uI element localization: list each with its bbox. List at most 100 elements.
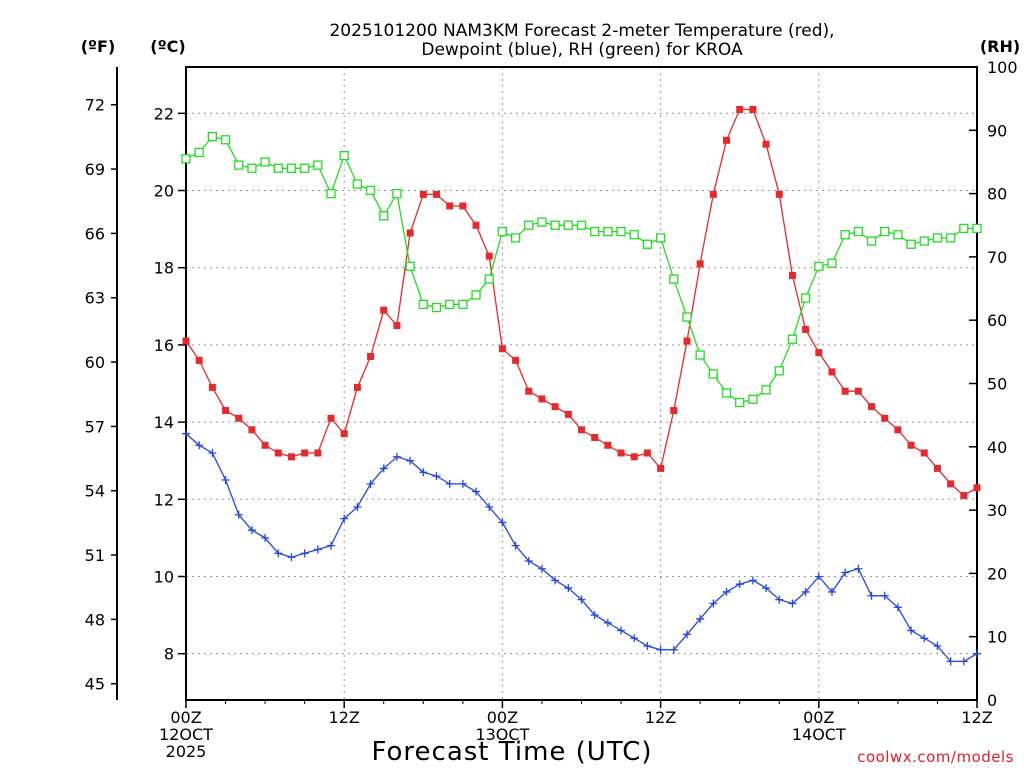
- data-point: [511, 541, 520, 550]
- data-point: [248, 426, 256, 434]
- data-point: [313, 545, 322, 554]
- celsius-tick-label: 20: [154, 182, 174, 201]
- data-point: [577, 595, 586, 604]
- data-point: [182, 337, 190, 345]
- data-point: [380, 306, 388, 314]
- data-point: [655, 233, 666, 243]
- x-axis-title: Forecast Time (UTC): [371, 737, 652, 767]
- data-point: [551, 576, 560, 585]
- time-tick-label: 00Z: [487, 708, 518, 727]
- data-point: [708, 369, 718, 379]
- data-point: [827, 587, 836, 596]
- data-point: [630, 634, 639, 643]
- fahrenheit-tick-label: 48: [85, 610, 105, 629]
- data-point: [736, 105, 744, 113]
- data-point: [366, 479, 375, 488]
- data-point: [788, 599, 797, 608]
- data-point: [683, 337, 691, 345]
- data-point: [657, 464, 665, 472]
- data-point: [920, 449, 928, 457]
- fahrenheit-tick-label: 72: [85, 96, 105, 115]
- data-point: [431, 302, 442, 313]
- data-point: [880, 591, 889, 600]
- rh-tick-label: 0: [987, 691, 997, 710]
- data-point: [208, 448, 217, 457]
- data-point: [590, 611, 599, 620]
- rh-tick-label: 20: [987, 564, 1007, 583]
- data-point: [313, 160, 323, 170]
- data-point: [339, 150, 349, 161]
- data-point: [617, 449, 625, 457]
- data-point: [603, 226, 613, 237]
- data-point: [182, 429, 190, 438]
- fahrenheit-tick-label: 60: [85, 353, 105, 372]
- data-point: [498, 518, 507, 527]
- data-point: [867, 591, 876, 600]
- data-point: [563, 220, 573, 230]
- data-point: [748, 576, 757, 585]
- celsius-tick-label: 8: [164, 645, 174, 664]
- rh-tick-label: 10: [987, 628, 1007, 647]
- time-tick-label: 12Z: [645, 708, 676, 727]
- data-point: [261, 441, 269, 449]
- data-series: [181, 105, 982, 666]
- title-line-2: Dewpoint (blue), RH (green) for KROA: [421, 40, 743, 60]
- data-point: [880, 226, 890, 237]
- rh-tick-label: 50: [987, 375, 1007, 394]
- data-point: [498, 345, 506, 353]
- plot-frame: [185, 66, 978, 701]
- data-point: [748, 394, 758, 404]
- data-point: [352, 179, 363, 189]
- data-point: [801, 587, 810, 596]
- data-point: [485, 252, 493, 260]
- rh-tick-label: 40: [987, 438, 1007, 457]
- data-point: [735, 580, 744, 589]
- time-tick-label: 2025: [166, 742, 207, 761]
- data-point: [326, 188, 336, 199]
- data-point: [696, 260, 704, 268]
- data-point: [723, 136, 731, 144]
- time-tick-label: 00Z: [170, 708, 201, 727]
- rh-tick-label: 60: [987, 311, 1007, 330]
- celsius-axis-ticks: 8 10 12 14 16 18 20 22: [154, 104, 186, 664]
- data-point: [709, 599, 718, 608]
- data-point: [194, 147, 204, 158]
- data-point: [960, 491, 968, 499]
- fahrenheit-tick-label: 63: [85, 289, 105, 308]
- data-point: [604, 441, 612, 449]
- data-point: [828, 368, 836, 376]
- data-point: [946, 657, 955, 666]
- rh-tick-label: 30: [987, 501, 1007, 520]
- fahrenheit-tick-label: 57: [85, 417, 105, 436]
- time-tick-label: 00Z: [803, 708, 834, 727]
- data-point: [893, 230, 903, 240]
- data-point: [973, 649, 981, 658]
- data-point: [682, 630, 691, 639]
- data-point: [617, 626, 626, 635]
- data-point: [405, 261, 415, 272]
- data-point: [774, 366, 784, 376]
- data-point: [590, 226, 600, 237]
- fahrenheit-unit-label: (ºF): [81, 37, 116, 56]
- data-point: [603, 618, 612, 627]
- data-point: [932, 233, 943, 243]
- data-point: [234, 160, 244, 170]
- data-point: [643, 449, 651, 457]
- data-point: [222, 407, 230, 415]
- data-point: [234, 510, 243, 519]
- data-point: [722, 587, 731, 596]
- data-point: [379, 211, 389, 221]
- fahrenheit-tick-label: 45: [85, 675, 105, 694]
- data-point: [894, 426, 902, 434]
- chart-title: 2025101200 NAM3KM Forecast 2-meter Tempe…: [329, 21, 834, 60]
- data-point: [195, 356, 203, 364]
- data-point: [788, 271, 796, 279]
- data-point: [446, 202, 454, 210]
- data-point: [221, 475, 230, 484]
- data-point: [814, 572, 823, 581]
- celsius-tick-label: 12: [154, 490, 174, 509]
- data-point: [458, 299, 468, 310]
- data-point: [959, 223, 969, 234]
- data-point: [578, 426, 585, 434]
- data-point: [260, 157, 270, 167]
